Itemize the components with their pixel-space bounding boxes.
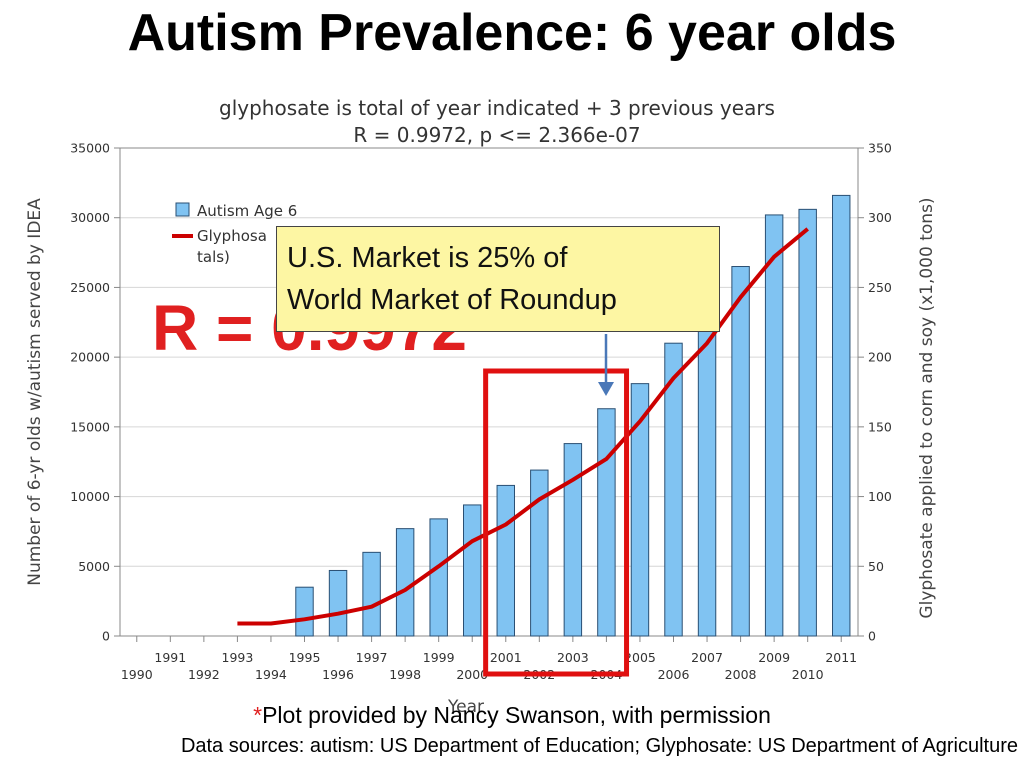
x-tick-label: 1992 [188, 667, 220, 682]
autism-bar [463, 504, 482, 637]
autism-bar [764, 214, 784, 637]
autism-bar [295, 586, 314, 637]
plot-area [119, 147, 859, 637]
footnote-text: Plot provided by Nancy Swanson, with per… [262, 702, 771, 728]
y-tick-label: 5000 [78, 559, 110, 574]
callout-line-2: World Market of Roundup [287, 284, 617, 316]
x-tick-label: 2001 [490, 650, 522, 665]
autism-bar [362, 551, 381, 637]
x-tick-label: 2000 [456, 667, 488, 682]
footnote: *Plot provided by Nancy Swanson, with pe… [0, 700, 1024, 730]
x-tick-label: 1993 [222, 650, 254, 665]
legend-label-autism: Autism Age 6 [197, 202, 297, 220]
highlight-box [483, 368, 630, 677]
x-tick-label: 2009 [758, 650, 790, 665]
legend-label-glyphosate-1: Glyphosa [197, 227, 267, 245]
y-tick-label: 35000 [70, 141, 110, 156]
autism-bar [832, 194, 851, 637]
left-axis-ticks: 0 5000 10000 15000 20000 25000 30000 35000 [70, 141, 120, 644]
y2-tick-label: 50 [868, 559, 884, 574]
autism-bar [395, 528, 415, 637]
x-axis-label: Year [447, 697, 484, 717]
autism-bar [798, 208, 817, 637]
chart-subtitle-line-2: R = 0.9972, p <= 2.366e-07 [353, 123, 640, 147]
autism-bar [530, 469, 549, 637]
autism-bar [328, 569, 348, 637]
y2-axis-label: Glyphosate applied to corn and soy (x1,0… [917, 197, 937, 618]
autism-bar [563, 443, 583, 637]
y-tick-label: 25000 [70, 280, 110, 295]
right-axis-ticks: 0 50 100 150 200 250 300 350 [858, 141, 892, 644]
y-axis-label: Number of 6-yr olds w/autism served by I… [25, 198, 45, 586]
x-axis-ticks: 1990199119921993199419951996199719981999… [121, 636, 857, 682]
x-tick-label: 2007 [691, 650, 723, 665]
legend-label-glyphosate-2: tals) [197, 248, 230, 266]
y-tick-label: 30000 [70, 210, 110, 225]
footnote-star: * [253, 702, 263, 728]
autism-bar [429, 518, 448, 637]
autism-bar [630, 383, 650, 637]
y-tick-label: 15000 [70, 419, 110, 434]
y-tick-label: 20000 [70, 350, 110, 365]
slide-title: Autism Prevalence: 6 year olds [127, 4, 897, 62]
glyphosate-line [237, 227, 809, 626]
y2-tick-label: 150 [868, 419, 892, 434]
y2-tick-label: 200 [868, 350, 892, 365]
x-tick-label: 1997 [356, 650, 388, 665]
autism-bar [664, 342, 683, 637]
callout-box: U.S. Market is 25% of World Market of Ro… [276, 226, 720, 332]
x-tick-label: 2008 [725, 667, 757, 682]
y2-tick-label: 100 [868, 489, 892, 504]
x-tick-label: 1998 [389, 667, 421, 682]
x-tick-label: 1995 [289, 650, 321, 665]
chart-subtitle-line-1: glyphosate is total of year indicated + … [219, 96, 775, 120]
x-tick-label: 1991 [154, 650, 186, 665]
y2-tick-label: 350 [868, 141, 892, 156]
x-tick-label: 1996 [322, 667, 354, 682]
x-tick-label: 1999 [423, 650, 455, 665]
x-tick-label: 2010 [792, 667, 824, 682]
callout-line-1: U.S. Market is 25% of [287, 242, 568, 274]
autism-bar [697, 321, 717, 637]
callout-arrow [598, 334, 614, 396]
glyphosate-series-line [237, 227, 809, 626]
autism-bars [295, 194, 851, 637]
x-tick-label: 2006 [658, 667, 690, 682]
legend: Autism Age 6 Glyphosa tals) [172, 202, 297, 266]
data-sources: Data sources: autism: US Department of E… [180, 735, 1018, 757]
legend-swatch-autism [175, 202, 190, 217]
autism-bar [597, 408, 616, 637]
x-tick-label: 1994 [255, 667, 287, 682]
x-tick-label: 2011 [825, 650, 857, 665]
y2-tick-label: 300 [868, 210, 892, 225]
x-tick-label: 2003 [557, 650, 589, 665]
autism-bar [731, 266, 750, 637]
y-tick-label: 10000 [70, 489, 110, 504]
x-tick-label: 2005 [624, 650, 656, 665]
x-tick-label: 1990 [121, 667, 153, 682]
y-tick-label: 0 [102, 629, 110, 644]
autism-bar [496, 484, 515, 637]
y2-tick-label: 250 [868, 280, 892, 295]
y2-tick-label: 0 [868, 629, 876, 644]
